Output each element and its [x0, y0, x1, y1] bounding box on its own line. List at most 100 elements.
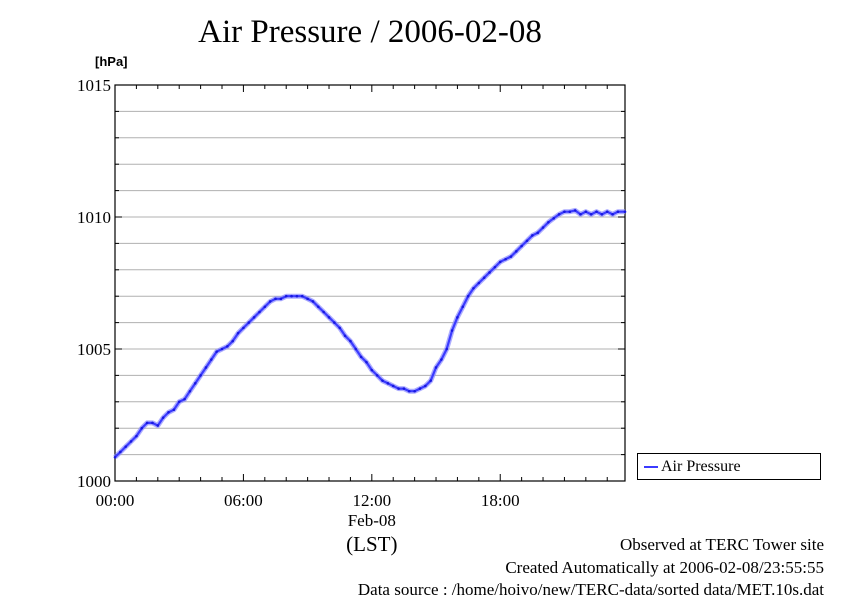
data-point: [349, 339, 352, 343]
data-point: [623, 210, 627, 214]
legend: Air Pressure: [637, 453, 821, 480]
data-point: [215, 350, 218, 353]
data-point: [498, 260, 502, 264]
data-point: [391, 384, 395, 388]
data-point: [413, 389, 416, 393]
data-point: [290, 294, 293, 298]
data-point: [135, 434, 138, 438]
data-point: [295, 294, 299, 298]
data-point: [563, 210, 566, 214]
data-point: [124, 445, 128, 448]
data-point: [343, 334, 347, 338]
data-point: [547, 220, 550, 224]
data-point: [370, 368, 374, 372]
data-point: [226, 345, 229, 348]
data-point: [322, 310, 325, 314]
data-point: [386, 382, 390, 385]
footer-created: Created Automatically at 2006-02-08/23:5…: [505, 558, 824, 577]
data-point: [247, 321, 251, 324]
data-point: [113, 455, 117, 459]
data-point: [552, 217, 556, 220]
data-point: [177, 400, 181, 404]
data-point: [161, 416, 165, 419]
data-point: [520, 244, 523, 248]
data-point: [472, 286, 475, 290]
data-point: [231, 339, 235, 343]
data-point: [359, 355, 363, 359]
data-point: [284, 294, 288, 298]
x-tick-label: 06:00: [224, 491, 263, 510]
data-point: [151, 421, 154, 425]
legend-line-swatch: [644, 466, 658, 468]
data-point: [279, 297, 283, 301]
data-point: [199, 374, 202, 377]
chart-title: Air Pressure / 2006-02-08: [198, 14, 542, 50]
data-point: [402, 387, 406, 390]
data-point: [531, 234, 534, 237]
data-point: [242, 326, 245, 330]
data-point: [605, 210, 609, 214]
data-point: [434, 366, 438, 369]
footer-source: Data source : /home/hoivo/new/TERC-data/…: [357, 580, 824, 599]
data-point: [579, 213, 582, 216]
x-tick-label: 18:00: [481, 491, 520, 510]
data-point: [338, 326, 342, 330]
data-point: [573, 209, 577, 212]
data-point: [616, 210, 620, 214]
data-point: [220, 347, 224, 351]
data-point: [375, 374, 379, 377]
data-point: [210, 358, 213, 361]
data-point: [354, 347, 358, 351]
y-tick-label: 1005: [77, 340, 111, 359]
data-point: [429, 379, 432, 382]
data-point: [252, 316, 256, 319]
data-point: [311, 300, 315, 303]
data-point: [172, 408, 176, 412]
data-point: [327, 316, 331, 319]
x-axis-label: (LST): [346, 532, 397, 556]
data-point: [450, 329, 454, 332]
data-point: [509, 255, 513, 258]
series-halo: [113, 207, 625, 460]
y-tick-label: 1015: [77, 76, 111, 95]
data-point: [268, 300, 272, 303]
data-point: [306, 297, 309, 301]
data-point: [589, 213, 593, 216]
data-point: [525, 239, 529, 243]
x-tick-label: 00:00: [96, 491, 135, 510]
data-point: [466, 294, 470, 298]
legend-label: Air Pressure: [661, 458, 741, 475]
data-point: [536, 231, 539, 235]
data-point: [188, 389, 192, 393]
y-tick-label: 1010: [77, 208, 111, 227]
y-axis-unit-label: [hPa]: [95, 54, 128, 69]
data-point: [381, 379, 384, 382]
data-point: [418, 387, 422, 390]
data-point: [504, 257, 507, 261]
data-point: [568, 210, 572, 214]
data-point: [600, 213, 604, 216]
y-tick-label: 1000: [77, 472, 111, 491]
data-point: [488, 271, 491, 274]
data-point: [300, 294, 304, 298]
data-point: [258, 310, 261, 314]
data-point: [333, 321, 336, 324]
data-point: [482, 276, 486, 280]
data-point: [129, 440, 133, 443]
data-point: [456, 316, 459, 319]
data-point: [145, 421, 149, 425]
data-point: [493, 265, 497, 269]
data-point: [193, 382, 197, 385]
data-point: [407, 389, 411, 393]
data-point: [611, 213, 614, 216]
data-point: [204, 366, 208, 369]
data-point: [156, 424, 160, 427]
data-point: [445, 347, 449, 351]
data-point: [595, 210, 598, 214]
data-point: [514, 250, 518, 253]
data-point: [557, 213, 561, 216]
footer-observed: Observed at TERC Tower site: [619, 535, 824, 554]
data-point: [541, 226, 545, 229]
data-point: [183, 397, 186, 401]
